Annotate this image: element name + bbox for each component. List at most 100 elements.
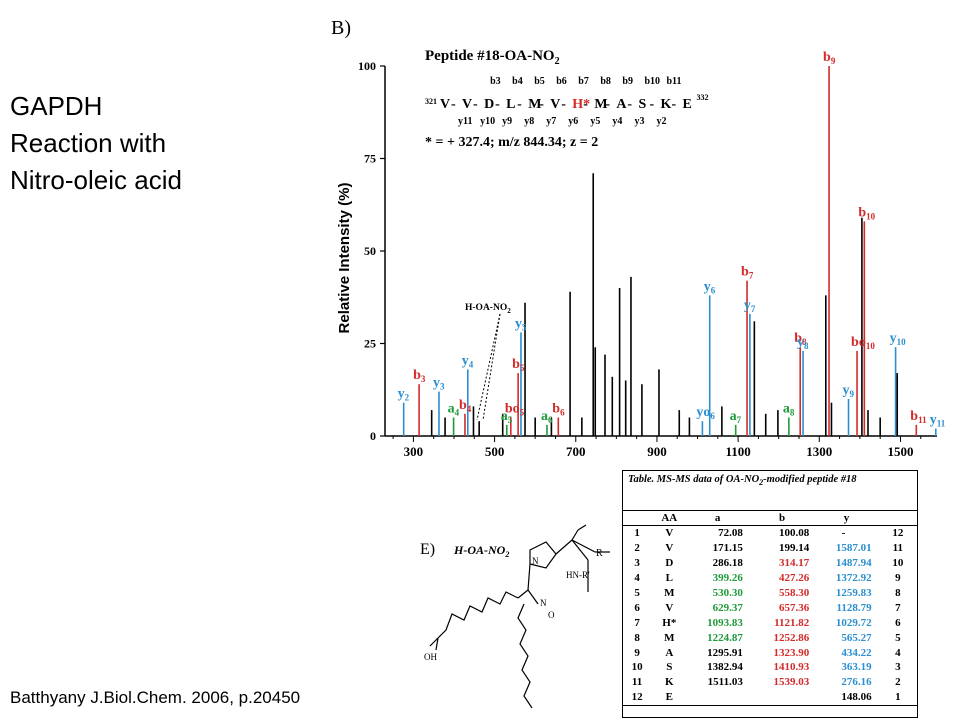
table-cell: 6 xyxy=(895,616,901,629)
ion-label-y3: y3 xyxy=(433,376,445,392)
b-label: b9 xyxy=(622,76,633,87)
sequence-dash: - xyxy=(649,97,654,112)
table-cell: 1587.01 xyxy=(835,542,872,555)
bond xyxy=(577,524,587,531)
table-cell: M xyxy=(664,631,675,644)
sequence-residue: V xyxy=(462,97,472,112)
table-cell: 8 xyxy=(895,587,901,599)
h-oa-no2-annotation: H-OA-NO2 xyxy=(465,303,511,421)
table-cell: 1252.86 xyxy=(773,631,810,644)
col-header xyxy=(622,510,653,526)
table-row: 3 D 286.18 314.17 1487.94 10 xyxy=(622,556,918,571)
bond xyxy=(517,589,529,599)
sequence-dash: - xyxy=(495,97,500,112)
table-cell: 1295.91 xyxy=(707,646,743,659)
bond xyxy=(527,563,531,591)
table-cell: 12 xyxy=(892,527,904,540)
ion-label-y8: y8 xyxy=(797,335,809,351)
modification-note: * = + 327.4; m/z 844.34; z = 2 xyxy=(425,135,598,150)
sequence-residue: S xyxy=(638,97,646,112)
y-label: y6 xyxy=(568,116,578,127)
y-tick-label: 0 xyxy=(370,429,376,443)
table-header-row: AA a b y xyxy=(622,510,918,526)
sequence-end-number: 332 xyxy=(697,93,709,102)
y-label: y11 xyxy=(458,116,472,127)
ion-label-y9: y9 xyxy=(843,383,855,399)
title-line: Reaction with xyxy=(10,127,167,158)
ms-table: AA a b y 1 V 72.08 100.08-12 2 V 171.15 199.14 1… xyxy=(622,510,918,706)
table-row: 5 M 530.30 558.30 1259.83 8 xyxy=(622,586,918,601)
table-cell: 12 xyxy=(631,691,643,704)
col-header: b xyxy=(748,510,816,526)
peptide-sequence: 321 V - V - D - L - M- V - H*- M- A - S - K - E 332 xyxy=(425,93,709,112)
table-cell: 434.22 xyxy=(841,646,872,659)
molecule-bonds xyxy=(429,524,610,709)
ion-label-b8: b8 xyxy=(794,331,807,347)
bond xyxy=(571,539,596,553)
table-row: 7 H* 1093.83 1121.82 1029.72 6 xyxy=(622,615,918,630)
ion-labels: b3 b4 b5 bo5 b6 b7 b8 b9 b10 bo10 b11 y2 y3 y4 y5 y6 yo6… xyxy=(398,50,945,429)
sequence-dash: - xyxy=(473,97,478,112)
amide-r-prime: HN-R' xyxy=(566,570,590,580)
col-header: AA xyxy=(652,510,687,526)
ms-spectrum-figure: B) Peptide #18-OA-NO2 b3 b4 b5 b6 b7 b8 b9 b10 b… xyxy=(331,17,945,459)
y-label: y2 xyxy=(657,116,667,127)
table-cell: 558.30 xyxy=(779,587,810,599)
b-label: b7 xyxy=(578,76,589,87)
table-cell: 10 xyxy=(892,557,904,570)
ion-label-b9: b9 xyxy=(823,50,836,66)
ion-label-y10: y10 xyxy=(890,331,907,347)
x-tick-label: 1500 xyxy=(887,444,913,459)
table-cell: 4 xyxy=(895,646,901,659)
table-cell: 1128.79 xyxy=(836,601,872,614)
table-cell: A xyxy=(665,646,674,659)
imidazole-ring xyxy=(529,541,557,569)
chart-axes: 0 25 50 75 100 300 500 700 900 1100 1300 1500 xyxy=(358,59,937,459)
ion-label-b10: b10 xyxy=(858,205,875,221)
ion-label-y5: y5 xyxy=(515,316,527,332)
sequence-dash: - xyxy=(539,97,544,112)
sequence-residue: V xyxy=(440,97,450,112)
ion-label-y4: y4 xyxy=(462,353,474,369)
bond xyxy=(555,539,573,555)
sequence-dash: - xyxy=(451,97,456,112)
b-ion-labels: b3 b4 b5 b6 b7 b8 b9 b10 b11 xyxy=(490,76,681,87)
hydroxyl: OH xyxy=(424,652,437,662)
alkyl-chain xyxy=(437,591,519,639)
ion-label-y2: y2 xyxy=(398,387,410,403)
x-tick-label: 1100 xyxy=(725,444,750,459)
sequence-residue: K xyxy=(661,97,672,112)
table-cell: 9 xyxy=(895,572,901,585)
table-cell: 2 xyxy=(634,542,640,555)
ion-label-bo10: bo10 xyxy=(851,335,875,351)
ion-label-b7: b7 xyxy=(741,265,754,281)
table-cell: 2 xyxy=(895,676,901,689)
table-cell: 1511.03 xyxy=(707,676,743,689)
col-header: y xyxy=(815,510,878,526)
sequence-residue: E xyxy=(683,97,692,112)
table-cell: 11 xyxy=(892,542,904,555)
table-cell: 1259.83 xyxy=(835,587,872,599)
table-row: 8 M 1224.87 1252.86 565.27 5 xyxy=(622,630,918,645)
ion-label-a8: a8 xyxy=(783,402,795,418)
chart-bars xyxy=(402,66,937,436)
bond xyxy=(429,637,439,647)
table-row: 12 E 148.06 1 xyxy=(622,690,918,706)
ion-label-b3: b3 xyxy=(413,368,426,384)
chemical-structure: E) H-OA-NO2 N N O R HN-R' OH xyxy=(420,524,610,709)
table-cell: 399.26 xyxy=(712,572,743,585)
y-label: y8 xyxy=(524,116,534,127)
title-line: Nitro-oleic acid xyxy=(10,164,182,195)
table-cell: 7 xyxy=(895,601,901,614)
bond xyxy=(435,637,439,651)
b-label: b11 xyxy=(667,76,682,87)
table-cell: M xyxy=(664,587,675,599)
table-cell: 314.17 xyxy=(779,557,810,570)
sequence-residue: A xyxy=(616,97,627,112)
table-cell: 1372.92 xyxy=(835,572,872,585)
ion-label-bo5: bo5 xyxy=(505,402,525,418)
table-cell: 199.14 xyxy=(779,542,810,555)
col-header: a xyxy=(686,510,749,526)
b-label: b6 xyxy=(556,76,567,87)
sequence-residue: V xyxy=(550,97,560,112)
